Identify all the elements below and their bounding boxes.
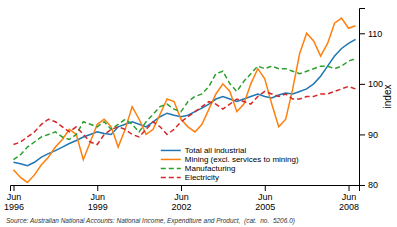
- x-tick-label-line: 1996: [4, 202, 24, 212]
- x-tick: Jun2002: [171, 185, 191, 212]
- x-tick: Jun2008: [339, 185, 359, 212]
- x-tick-mark: [181, 185, 182, 191]
- x-tick-label: Jun2008: [339, 192, 359, 212]
- y-axis: 80 90 100 110: [359, 9, 383, 191]
- y-tick-mark: [359, 84, 365, 85]
- line: [13, 18, 355, 182]
- y-axis-line: [360, 9, 366, 186]
- x-tick-label-line: 1999: [88, 202, 108, 212]
- x-axis-line: [11, 186, 360, 192]
- x-tick-mark: [97, 185, 98, 191]
- x-tick-label-line: 2002: [171, 202, 191, 212]
- y-tick-mark: [359, 33, 365, 34]
- x-tick-label: Jun1996: [4, 192, 24, 212]
- x-tick: Jun2005: [255, 185, 275, 212]
- legend-swatch: [161, 150, 181, 152]
- legend-item: Manufacturing: [161, 164, 236, 173]
- legend-item: Electricity: [161, 173, 219, 182]
- legend-item: Mining (excl. services to mining): [161, 155, 299, 164]
- legend-label: Total all industrial: [185, 146, 247, 155]
- x-tick-mark: [13, 185, 14, 191]
- y-axis-title: index: [382, 85, 393, 109]
- y-tick: 100: [359, 79, 383, 89]
- y-tick-label: 110: [368, 29, 382, 39]
- y-tick: 80: [359, 180, 378, 190]
- x-tick: Jun1996: [4, 185, 24, 212]
- line: [13, 39, 355, 165]
- y-tick: 110: [359, 29, 382, 39]
- y-tick-label: 90: [368, 130, 378, 140]
- legend-swatch: [161, 159, 181, 161]
- lines: [13, 18, 355, 182]
- x-axis: Jun1996Jun1999Jun2002Jun2005Jun2008: [4, 185, 360, 212]
- x-tick: Jun1999: [88, 185, 108, 212]
- x-tick-label: Jun2005: [255, 192, 275, 212]
- line: [13, 59, 355, 160]
- legend-label: Electricity: [185, 173, 219, 182]
- annotation: Source: Australian National Accounts: Na…: [6, 217, 295, 225]
- legend-item: Total all industrial: [161, 146, 247, 155]
- x-tick-label: Jun2002: [171, 192, 191, 212]
- x-tick-label-line: 2005: [255, 202, 275, 212]
- y-tick-label: 80: [368, 180, 378, 190]
- x-tick-label-line: Jun: [174, 192, 189, 202]
- y-tick-mark: [359, 134, 365, 135]
- legend: Total all industrialMining (excl. servic…: [161, 146, 299, 182]
- legend-label: Mining (excl. services to mining): [185, 155, 299, 164]
- legend-swatch: [161, 177, 181, 179]
- y-tick-mark: [359, 185, 365, 186]
- x-tick-label-line: Jun: [90, 192, 105, 202]
- y-tick-label: 100: [368, 79, 383, 89]
- y-tick: 90: [359, 130, 378, 140]
- x-tick-label-line: Jun: [342, 192, 357, 202]
- chart: Jun1996Jun1999Jun2002Jun2005Jun200880901…: [0, 0, 397, 227]
- legend-label: Manufacturing: [185, 164, 236, 173]
- plot: Jun1996Jun1999Jun2002Jun2005Jun200880901…: [4, 9, 393, 213]
- line: [13, 86, 355, 144]
- legend-swatch: [161, 168, 181, 170]
- x-tick-label-line: Jun: [7, 192, 22, 202]
- x-tick-label-line: 2008: [339, 202, 359, 212]
- x-tick-label: Jun1999: [88, 192, 108, 212]
- x-tick-mark: [349, 185, 350, 191]
- x-tick-mark: [265, 185, 266, 191]
- x-tick-label-line: Jun: [258, 192, 273, 202]
